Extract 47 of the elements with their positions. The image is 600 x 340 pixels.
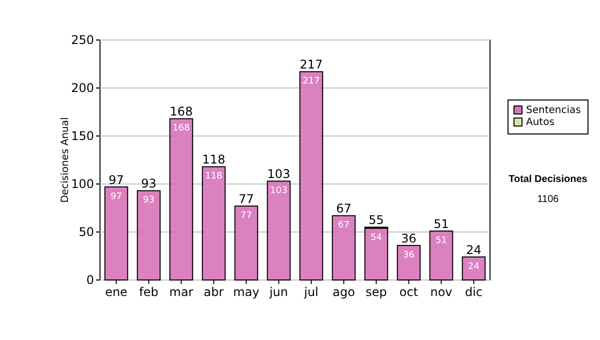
text: 1106 [537,194,560,205]
y-tick-label: 0 [86,273,94,288]
total-label: 93 [141,176,156,191]
total-label: 24 [466,242,482,257]
data-label: 217 [302,76,320,87]
legend-label: Sentencias [526,105,581,116]
y-tick-label: 100 [71,177,94,192]
total-label: 168 [170,104,193,119]
x-tick-label: sep [366,285,387,299]
x-tick-label: oct [399,285,418,299]
legend-label: Autos [526,117,554,128]
y-tick-label: 150 [71,129,94,144]
total-label: 55 [368,213,384,228]
data-label: 93 [143,196,154,206]
total-label: 36 [401,231,416,246]
x-tick-label: mar [169,285,194,299]
y-tick-label: 200 [71,81,94,96]
data-label: 24 [468,262,480,272]
data-label: 118 [205,172,223,182]
data-label: 97 [110,192,122,202]
data-label: 67 [338,220,350,231]
y-axis-title: Decisiones Anual [60,117,71,203]
x-tick-label: dic [464,285,483,299]
x-tick-label: may [233,285,260,299]
total-label: 97 [108,172,124,187]
data-label: 36 [403,250,415,260]
data-label: 103 [270,186,288,196]
x-tick-label: nov [430,285,452,299]
total-label: 77 [238,192,254,206]
y-tick-label: 50 [78,225,94,240]
x-tick-label: ago [332,285,355,299]
total-label: 118 [202,152,226,167]
data-label: 168 [172,124,190,134]
data-label: 51 [436,236,447,246]
x-tick-label: feb [139,285,158,299]
x-tick-label: ene [105,285,128,299]
data-label: 77 [240,211,252,222]
x-tick-label: jun [268,285,288,299]
x-tick-label: jul [303,285,318,299]
data-label: 54 [370,233,382,244]
total-label: 217 [300,58,323,72]
total-label: 51 [434,217,449,232]
x-tick-label: abr [204,285,224,299]
total-label: 103 [267,167,290,182]
text: Total Decisiones [508,174,588,185]
y-tick-label: 250 [71,33,94,48]
total-label: 67 [336,202,352,216]
